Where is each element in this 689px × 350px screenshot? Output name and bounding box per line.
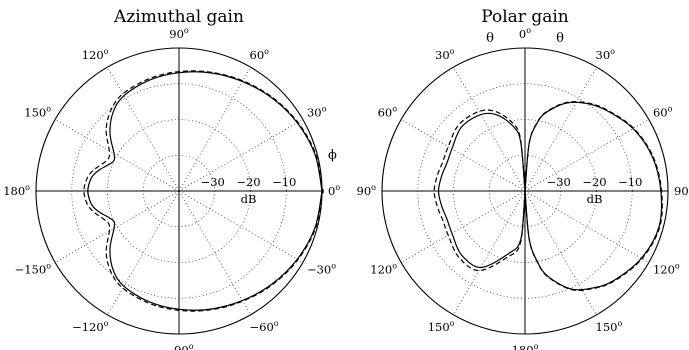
radial-unit-label: dB [587,192,603,206]
radial-tick-label: −10 [272,175,296,189]
radial-unit-label: dB [241,192,257,206]
angle-tick-label: 120o [82,47,109,62]
degree-symbol: o [46,262,51,271]
degree-symbol: o [450,47,455,56]
angle-tick-label: 0o [328,183,340,198]
angle-tick-label: −150o [15,262,52,277]
angular-grid-line [524,119,650,192]
degree-symbol: o [46,105,51,114]
angle-tick-label: 60o [653,105,673,120]
degree-symbol: o [450,319,455,328]
angular-grid-line [453,190,526,316]
gain-curve-solid [437,101,663,291]
degree-symbol: o [189,342,194,350]
angle-tick-label: 180o [3,183,30,198]
angle-tick-label: 90o [357,183,377,198]
angular-grid-line [54,119,180,192]
degree-symbol: o [668,105,673,114]
radial-tick-label: −20 [236,175,260,189]
angular-grid-line [400,190,526,263]
radial-tick-label: −20 [582,175,606,189]
angle-tick-label: −60o [250,319,279,334]
radial-tick-label: −10 [618,175,642,189]
angle-tick-label: 30o [307,105,327,120]
angle-tick-label: 120o [653,262,680,277]
angle-tick-label: 90o [674,183,689,198]
degree-symbol: o [534,342,539,350]
angular-grid-line [178,190,304,263]
degree-symbol: o [392,262,397,271]
angle-tick-label: 30o [435,47,455,62]
angular-grid-line [54,190,180,263]
angular-grid-line [524,190,597,316]
angular-grid-line [107,66,180,192]
angular-grid-line [453,66,526,192]
degree-symbol: o [371,183,376,192]
gain-curve-dashed [83,70,324,312]
degree-symbol: o [617,319,622,328]
polar-gain-panel: Polar gain −30 −20 −10 dB 0o 30o 60o 90o 120o 150… [357,7,689,350]
angle-tick-label: 60o [250,47,270,62]
angle-tick-label: 90o [169,26,189,41]
degree-symbol: o [392,105,397,114]
degree-symbol: o [331,262,336,271]
degree-symbol: o [264,47,269,56]
angle-tick-label: 150o [24,105,51,120]
angular-grid-line [524,190,650,263]
degree-symbol: o [610,47,615,56]
variable-label-phi: ϕ [328,148,337,163]
angle-tick-label: −30o [307,262,336,277]
degree-symbol: o [675,262,680,271]
degree-symbol: o [104,47,109,56]
angle-tick-label: −90o [164,342,193,350]
degree-symbol: o [25,183,30,192]
gain-curve-solid [87,71,324,311]
gain-curve-dashed [433,101,663,292]
degree-symbol: o [322,105,327,114]
angle-tick-label: 120o [370,262,397,277]
angle-tick-label: 150o [596,319,623,334]
azimuthal-gain-panel: Azimuthal gain −30 −20 −10 dB 0o 30o 60o 90o 120… [3,7,340,350]
angular-grid-line [400,119,526,192]
outer-circle [381,47,669,335]
degree-symbol: o [335,183,340,192]
chart-title: Azimuthal gain [113,7,244,27]
angular-grid-line [178,190,251,316]
angle-tick-label: −120o [72,319,109,334]
angular-grid-line [178,119,304,192]
angular-grid-line [107,190,180,316]
angular-grid-line [178,66,251,192]
angle-tick-label: 0o [519,26,531,41]
degree-symbol: o [104,319,109,328]
degree-symbol: o [184,26,189,35]
degree-symbol: o [526,26,531,35]
radial-tick-label: −30 [201,175,225,189]
degree-symbol: o [274,319,279,328]
angle-tick-label: 150o [428,319,455,334]
angle-tick-label: 60o [378,105,398,120]
radial-tick-label: −30 [547,175,571,189]
variable-label-theta: θ [556,31,564,46]
angular-grid-line [524,66,597,192]
variable-label-theta: θ [486,31,494,46]
angle-tick-label: 30o [596,47,616,62]
angle-tick-label: 180o [512,342,539,350]
chart-title: Polar gain [481,7,569,27]
